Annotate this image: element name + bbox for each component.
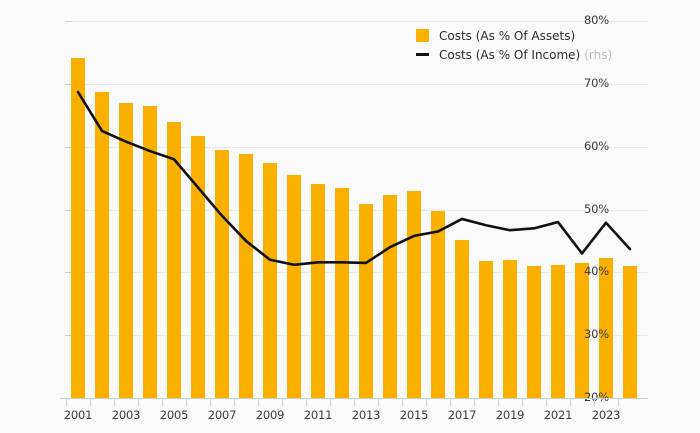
bar bbox=[623, 266, 637, 398]
x-axis-tick-label: 2007 bbox=[207, 408, 237, 422]
x-axis-tick-mark bbox=[90, 398, 91, 406]
bar bbox=[431, 210, 445, 398]
y-axis-left-tick-mark bbox=[65, 209, 72, 211]
x-axis-tick-mark bbox=[234, 398, 235, 406]
legend-item-costs-as-pct-of-assets[interactable]: Costs (As % Of Assets) bbox=[416, 26, 612, 45]
legend-swatch-bar-icon bbox=[416, 29, 429, 42]
x-axis-tick-mark bbox=[330, 398, 331, 406]
x-axis-tick-mark bbox=[258, 398, 259, 406]
legend-swatch-line-icon bbox=[416, 53, 429, 56]
plot-area bbox=[65, 21, 648, 399]
x-axis-tick-mark bbox=[378, 398, 379, 406]
x-axis-tick-label: 2001 bbox=[63, 408, 93, 422]
x-axis-tick-mark bbox=[474, 398, 475, 406]
bar bbox=[503, 259, 517, 398]
bar bbox=[455, 239, 469, 398]
bar bbox=[95, 92, 109, 398]
x-axis-tick-label: 2021 bbox=[543, 408, 573, 422]
x-axis-tick-mark bbox=[522, 398, 523, 406]
x-axis-tick-label: 2015 bbox=[399, 408, 429, 422]
y-axis-left-tick-mark bbox=[65, 146, 72, 148]
x-axis-tick-mark bbox=[594, 398, 595, 406]
bar bbox=[239, 154, 253, 398]
chart-legend: Costs (As % Of Assets) Costs (As % Of In… bbox=[416, 26, 612, 64]
x-axis-tick-mark bbox=[426, 398, 427, 406]
x-axis-tick-mark bbox=[114, 398, 115, 406]
bar bbox=[143, 105, 157, 398]
y-axis-right-tick-label: 30% bbox=[584, 327, 609, 342]
x-axis-tick-label: 2019 bbox=[495, 408, 525, 422]
y-axis-right-tick-label: 40% bbox=[584, 264, 609, 279]
y-axis-left-tick-mark bbox=[65, 272, 72, 274]
bar bbox=[335, 187, 349, 398]
x-axis-tick-label: 2009 bbox=[255, 408, 285, 422]
bar bbox=[191, 136, 205, 398]
legend-item-costs-as-pct-of-income[interactable]: Costs (As % Of Income) (rhs) bbox=[416, 45, 612, 64]
bar bbox=[311, 184, 325, 398]
x-axis-tick-label: 2017 bbox=[447, 408, 477, 422]
bar bbox=[71, 57, 85, 398]
gridline bbox=[72, 21, 648, 22]
x-axis-tick-label: 2005 bbox=[159, 408, 189, 422]
y-axis-right-tick-label: 20% bbox=[584, 390, 609, 404]
x-axis-tick-mark bbox=[282, 398, 283, 406]
x-axis-tick-mark bbox=[618, 398, 619, 406]
x-axis-tick-mark bbox=[138, 398, 139, 406]
bar bbox=[359, 204, 373, 398]
x-axis-tick-mark bbox=[66, 398, 67, 406]
bar bbox=[263, 163, 277, 398]
x-axis-tick-mark bbox=[210, 398, 211, 406]
x-axis-tick-label: 2023 bbox=[591, 408, 621, 422]
x-axis-tick-mark bbox=[402, 398, 403, 406]
legend-rhs-note: (rhs) bbox=[584, 47, 613, 62]
x-axis-tick-label: 2011 bbox=[303, 408, 333, 422]
y-axis-left-tick-mark bbox=[65, 335, 72, 337]
bar bbox=[407, 190, 421, 398]
y-axis-left-tick-mark bbox=[65, 21, 72, 22]
line-path bbox=[76, 90, 632, 267]
bar bbox=[599, 257, 613, 398]
y-axis-right-tick-label: 60% bbox=[584, 138, 609, 153]
y-axis-left-tick-mark bbox=[65, 83, 72, 85]
x-axis-tick-mark bbox=[354, 398, 355, 406]
bar bbox=[527, 266, 541, 398]
legend-label-assets: Costs (As % Of Assets) bbox=[439, 28, 576, 43]
gridline bbox=[72, 146, 648, 148]
x-axis-tick-mark bbox=[186, 398, 187, 406]
y-axis-right-tick-label: 70% bbox=[584, 75, 609, 90]
gridline bbox=[72, 83, 648, 85]
x-axis-tick-mark bbox=[162, 398, 163, 406]
bar bbox=[119, 102, 133, 398]
x-axis-tick-mark bbox=[450, 398, 451, 406]
y-axis-right-tick-label: 80% bbox=[584, 13, 609, 27]
x-axis-tick-label: 2013 bbox=[351, 408, 381, 422]
bar bbox=[167, 121, 181, 398]
bar bbox=[575, 262, 589, 398]
legend-label-income: Costs (As % Of Income) bbox=[439, 47, 581, 62]
x-axis-tick-mark bbox=[546, 398, 547, 406]
x-axis-tick-mark bbox=[498, 398, 499, 406]
bar bbox=[287, 174, 301, 398]
x-axis-tick-mark bbox=[570, 398, 571, 406]
x-axis-tick-label: 2003 bbox=[111, 408, 141, 422]
bar bbox=[479, 260, 493, 398]
bar bbox=[551, 265, 565, 398]
x-axis-tick-mark bbox=[306, 398, 307, 406]
y-axis-right-tick-label: 50% bbox=[584, 201, 609, 216]
line-series-costs-as-pct-of-income bbox=[76, 90, 632, 267]
